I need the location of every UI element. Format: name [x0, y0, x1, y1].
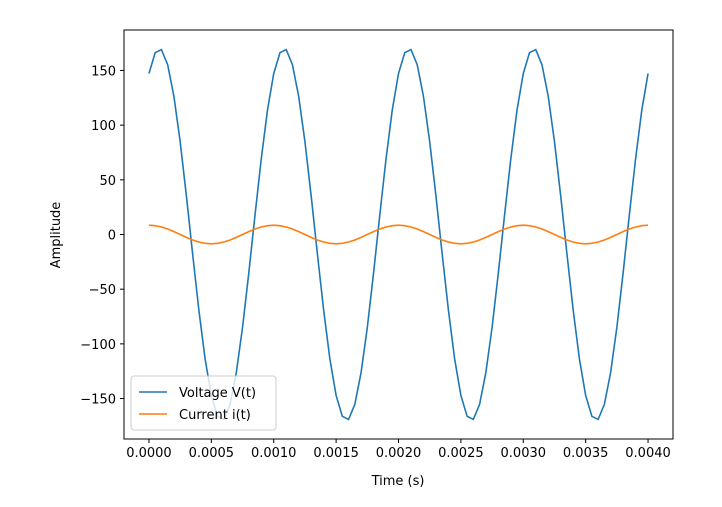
x-tick-label: 0.0020	[376, 446, 422, 461]
legend-label: Voltage V(t)	[179, 386, 256, 401]
y-tick-label: 150	[91, 64, 116, 79]
y-tick-label: −50	[89, 283, 116, 298]
x-tick-label: 0.0000	[126, 446, 172, 461]
x-tick-label: 0.0010	[251, 446, 297, 461]
y-tick-label: 100	[91, 119, 116, 134]
x-tick-label: 0.0035	[563, 446, 609, 461]
x-tick-label: 0.0025	[438, 446, 484, 461]
x-tick-label: 0.0015	[313, 446, 359, 461]
y-axis-label: Amplitude	[49, 202, 64, 269]
y-tick-label: 50	[99, 174, 116, 189]
y-tick-label: −150	[80, 393, 116, 408]
x-tick-label: 0.0040	[625, 446, 671, 461]
data-line	[148, 224, 649, 245]
legend-box	[130, 375, 277, 431]
x-tick-label: 0.0030	[501, 446, 547, 461]
x-tick-label: 0.0005	[189, 446, 235, 461]
x-axis-label: Time (s)	[371, 474, 425, 489]
legend-label: Current i(t)	[179, 408, 251, 423]
data-line	[148, 48, 649, 421]
y-tick-label: 0	[108, 229, 116, 244]
y-tick-label: −100	[80, 338, 116, 353]
